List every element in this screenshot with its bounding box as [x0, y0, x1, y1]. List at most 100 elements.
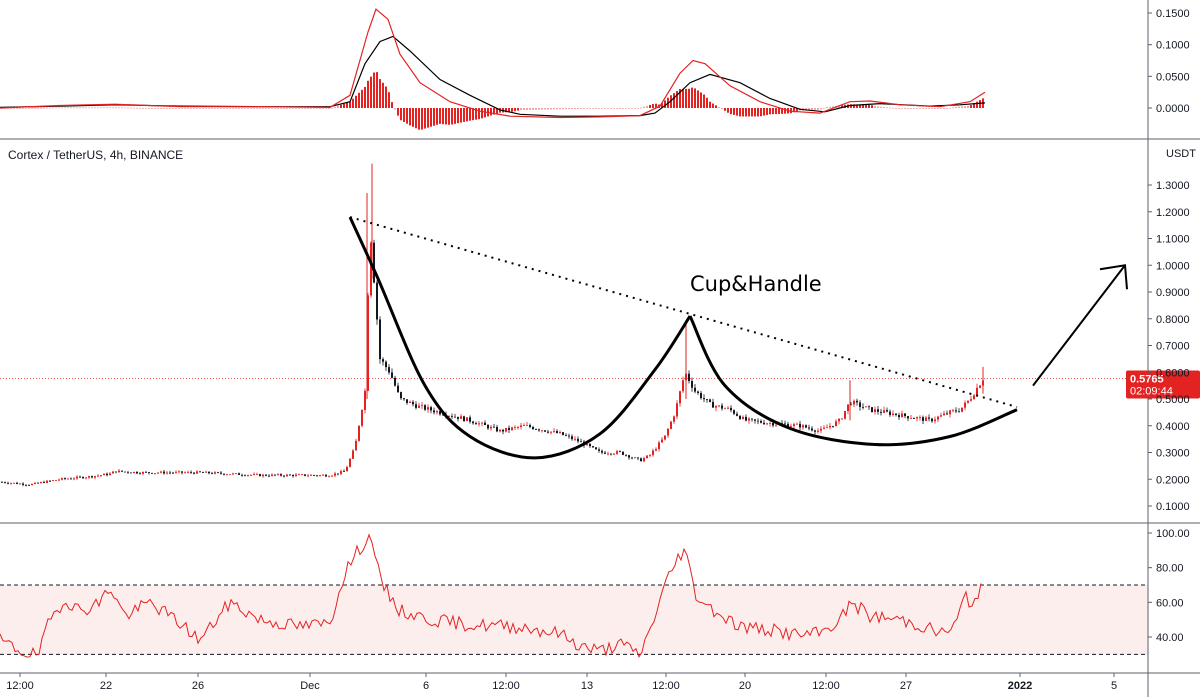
- candle-body: [568, 435, 570, 437]
- macd-histogram-bar: [190, 108, 192, 109]
- macd-histogram-bar: [670, 95, 672, 108]
- candle-body: [325, 474, 327, 477]
- candle-body: [436, 411, 438, 413]
- x-axis-tick-label: 12:00: [6, 680, 34, 692]
- candle-body: [295, 474, 297, 477]
- price-axis-tick-label: 0.5000: [1156, 394, 1190, 406]
- candle-body: [244, 475, 246, 477]
- candle-body: [466, 417, 468, 421]
- macd-axis-tick-label: 0.1500: [1156, 8, 1190, 20]
- x-axis[interactable]: 12:00 22 26 Dec 6 12:00 13 12:00 20 12:00 27 2022 5: [6, 673, 1117, 692]
- macd-histogram-bar: [73, 107, 75, 109]
- candle-body: [91, 476, 93, 478]
- macd-histogram-bar: [637, 108, 639, 109]
- macd-histogram-bar: [514, 108, 516, 112]
- candle-body: [385, 361, 387, 368]
- macd-histogram-bar: [202, 108, 204, 109]
- candle-body: [493, 426, 495, 428]
- macd-histogram-bar: [301, 108, 303, 109]
- macd-histogram-bar: [910, 108, 912, 109]
- candle-body: [853, 400, 855, 405]
- candle-body: [670, 421, 672, 429]
- macd-histogram-bar: [439, 108, 441, 124]
- macd-histogram-bar: [319, 108, 321, 109]
- macd-histogram-bar: [520, 108, 522, 111]
- candle-body: [406, 399, 408, 403]
- candle-body: [883, 410, 885, 413]
- x-axis-tick-label: 6: [423, 680, 429, 692]
- macd-histogram-bar: [604, 108, 606, 109]
- candle-body: [829, 425, 831, 428]
- macd-histogram-bar: [595, 108, 597, 109]
- macd-histogram-bar: [256, 108, 258, 109]
- x-axis-tick-label: 12:00: [492, 680, 520, 692]
- macd-histogram-bar: [55, 107, 57, 109]
- macd-histogram-bar: [157, 108, 159, 109]
- candle-body: [277, 474, 279, 476]
- macd-histogram-bar: [853, 104, 855, 108]
- candle-body: [409, 401, 411, 403]
- macd-histogram-bar: [166, 108, 168, 109]
- macd-histogram-bar: [478, 108, 480, 120]
- macd-histogram-bar: [196, 108, 198, 109]
- candle-body: [730, 407, 732, 411]
- macd-histogram-bar: [100, 107, 102, 109]
- candle-body: [589, 443, 591, 447]
- macd-histogram-bar: [781, 108, 783, 114]
- macd-histogram-bar: [877, 106, 879, 108]
- macd-histogram-bar: [145, 107, 147, 109]
- candle-body: [418, 405, 420, 408]
- price-axis-tick-label: 0.1000: [1156, 501, 1190, 513]
- macd-histogram-bar: [838, 105, 840, 108]
- macd-histogram-bar: [748, 108, 750, 117]
- candle-body: [904, 413, 906, 417]
- macd-histogram-bar: [871, 105, 873, 108]
- macd-histogram-bar: [649, 104, 651, 108]
- macd-histogram-bar: [580, 108, 582, 109]
- macd-histogram-bar: [424, 108, 426, 129]
- candle-body: [511, 427, 513, 430]
- candle-body: [592, 446, 594, 448]
- candle-body: [619, 451, 621, 453]
- candle-body: [463, 416, 465, 421]
- macd-histogram-bar: [7, 108, 9, 109]
- candle-body: [655, 449, 657, 451]
- macd-histogram-bar: [37, 107, 39, 109]
- candle-body: [601, 450, 603, 453]
- macd-histogram-bar: [589, 108, 591, 109]
- candle-body: [877, 409, 879, 412]
- macd-histogram-bar: [826, 107, 828, 108]
- candle-body: [811, 428, 813, 431]
- macd-histogram-bar: [13, 108, 15, 109]
- candle-body: [376, 282, 378, 320]
- macd-histogram-bar: [367, 80, 369, 108]
- macd-histogram-bar: [841, 105, 843, 108]
- macd-panel[interactable]: [0, 8, 986, 130]
- candle-body: [787, 423, 789, 427]
- rsi-panel[interactable]: [0, 533, 982, 658]
- candle-body: [961, 407, 963, 412]
- candle-body: [103, 473, 105, 476]
- macd-histogram-bar: [490, 108, 492, 116]
- candle-body: [469, 417, 471, 422]
- macd-histogram-bar: [418, 108, 420, 130]
- macd-histogram-bar: [187, 108, 189, 109]
- candle-body: [973, 395, 975, 400]
- candle-body: [307, 475, 309, 477]
- macd-histogram-bar: [559, 108, 561, 110]
- macd-histogram-bar: [766, 108, 768, 115]
- candle-body: [136, 471, 138, 474]
- macd-histogram-bar: [388, 92, 390, 108]
- handle-curve: [688, 315, 1018, 447]
- y-axes[interactable]: 0.1500 0.1000 0.0500 0.0000 1.3000 1.2000 1.10…: [1148, 8, 1190, 644]
- candle-body: [370, 242, 372, 296]
- candle-body: [571, 436, 573, 440]
- macd-histogram-bar: [517, 108, 519, 111]
- macd-histogram-bar: [124, 107, 126, 109]
- candle-body: [40, 482, 42, 484]
- candle-body: [337, 473, 339, 475]
- x-axis-tick-label: 12:00: [812, 680, 840, 692]
- candle-body: [700, 392, 702, 399]
